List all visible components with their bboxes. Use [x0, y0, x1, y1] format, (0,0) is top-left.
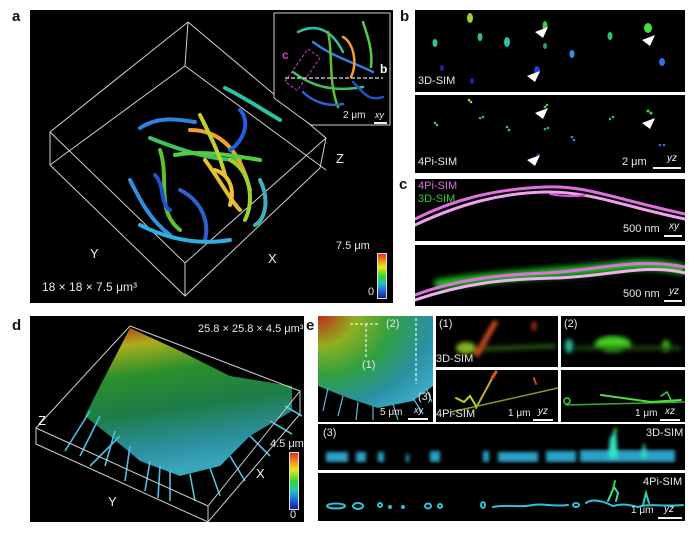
panel-label-a: a	[12, 8, 21, 25]
legend-3dsim: 3D-SIM	[418, 193, 456, 205]
panel-b-4pisim: 4Pi-SIM 2 μm yz	[415, 95, 685, 173]
scalebar-e-sub1	[533, 419, 553, 421]
scalebar-label-e-sub1: 1 μm	[508, 408, 531, 419]
plane-label-e-sub1: yz	[538, 406, 548, 417]
scalebar-label-b: 2 μm	[622, 156, 647, 168]
inset-line-b-label: b	[380, 62, 388, 76]
colorbar-a	[377, 253, 387, 299]
sub3-3dsim-image	[326, 427, 675, 462]
plane-label-b: yz	[667, 153, 677, 164]
colorbar-min-label-a: 0	[368, 286, 375, 298]
inset-scalebar	[374, 122, 387, 124]
sub2-4pisim-image	[563, 390, 685, 406]
axis-label-y: Y	[90, 246, 99, 261]
sub3-label: (3)	[323, 427, 337, 439]
scalebar-e-sub2	[660, 419, 680, 421]
panel-e-sub3-3dsim: (3) 3D-SIM	[318, 424, 685, 470]
colorbar-max-label-a: 7.5 μm	[336, 240, 370, 252]
panel-e-sub2-3dsim: (2)	[561, 316, 685, 367]
axis-label-z: Z	[336, 151, 344, 166]
spots-4pisim	[433, 98, 666, 166]
bounding-box-d	[35, 325, 303, 522]
inset-xy-view: c b 2 μm xy	[273, 12, 391, 126]
scalebar-label-e-sub3: 1 μm	[631, 505, 654, 516]
legend-4pisim: 4Pi-SIM	[418, 180, 458, 192]
panel-b-3dsim: 3D-SIM	[415, 10, 685, 92]
volume-label-d: 25.8 × 25.8 × 4.5 μm³	[198, 323, 304, 335]
axis-label-x-d: X	[256, 466, 265, 481]
fibers-yz	[415, 259, 685, 302]
scalebar-e-sub3	[658, 517, 682, 519]
volume-label-a: 18 × 18 × 7.5 μm³	[42, 280, 137, 294]
colorbar-max-label-d: 4.5 μm	[270, 438, 304, 450]
sub1-label: (1)	[439, 318, 453, 330]
plane-label-e-sub3: yz	[664, 504, 674, 515]
panel-a-3d-render: c b 2 μm xy Z Y X 18 × 18 × 7.5 μm³ 7.5 …	[30, 10, 393, 303]
scalebar-c-bottom	[664, 300, 682, 302]
roi-label-1: (1)	[362, 359, 376, 371]
scalebar-c-top	[664, 235, 682, 237]
panel-e-sub1-3dsim: (1) 3D-SIM	[436, 316, 558, 367]
overview-cell	[318, 316, 433, 421]
panel-label-b: b	[400, 8, 410, 25]
scalebar-label-c-top: 500 nm	[623, 223, 660, 235]
colorbar-d	[289, 452, 299, 510]
sub1-3dsim-image	[456, 319, 557, 358]
inset-plane-label: xy	[375, 110, 384, 120]
panel-d-3d-render: 25.8 × 25.8 × 4.5 μm³ Z Y X 4.5 μm 0	[30, 316, 304, 522]
inset-roi-c-label: c	[282, 48, 289, 62]
sub3-4pisim-image	[326, 480, 684, 510]
inset-scalebar-label: 2 μm	[343, 110, 366, 121]
sub1-method-bottom: 4Pi-SIM	[436, 408, 476, 420]
roi-label-3: (3)	[418, 391, 432, 403]
panel-c-yz: 500 nm yz	[415, 245, 685, 306]
sub2-3dsim-image	[565, 336, 681, 353]
panel-e-sub1-4pisim: 4Pi-SIM 1 μm yz	[436, 370, 558, 422]
sub3-method-bottom: 4Pi-SIM	[643, 476, 683, 488]
sub3-method-top: 3D-SIM	[646, 427, 684, 439]
colorbar-min-label-d: 0	[290, 509, 297, 521]
panel-label-e: e	[306, 317, 315, 334]
sub2-label: (2)	[564, 318, 578, 330]
plane-label-e-sub2: xz	[665, 406, 675, 417]
scalebar-b	[653, 167, 681, 169]
sub1-method-top: 3D-SIM	[436, 353, 474, 365]
plane-label-c-bottom: yz	[669, 286, 679, 297]
plane-label-e-overview: xy	[414, 405, 423, 415]
panel-c-xy: 4Pi-SIM 3D-SIM 500 nm xy	[415, 179, 685, 241]
sub1-4pisim-image	[450, 370, 558, 413]
scalebar-label-e-sub2: 1 μm	[635, 408, 658, 419]
axis-label-z-d: Z	[38, 413, 46, 428]
axis-label-x: X	[268, 251, 277, 266]
panel-label-d: d	[12, 317, 22, 334]
panel-e-overview-xy: (2) (1) (3) 5 μm xy	[318, 316, 433, 422]
inset-frame	[273, 12, 391, 126]
bounding-box-a	[49, 21, 327, 297]
method-label-b-bottom: 4Pi-SIM	[418, 156, 458, 168]
method-label-b-top: 3D-SIM	[418, 75, 456, 87]
spots-3dsim	[432, 13, 665, 84]
roi-label-2: (2)	[386, 318, 400, 330]
scalebar-e-overview	[408, 418, 428, 420]
panel-e-sub3-4pisim: 4Pi-SIM 1 μm yz	[318, 473, 685, 521]
scalebar-label-c-bottom: 500 nm	[623, 288, 660, 300]
panel-e-sub2-4pisim: 1 μm xz	[561, 370, 685, 422]
axis-label-y-d: Y	[108, 494, 117, 509]
plane-label-c-top: xy	[669, 221, 679, 232]
panel-label-c: c	[399, 176, 408, 193]
scalebar-label-e-overview: 5 μm	[380, 407, 403, 418]
fibers-xy	[415, 185, 685, 227]
